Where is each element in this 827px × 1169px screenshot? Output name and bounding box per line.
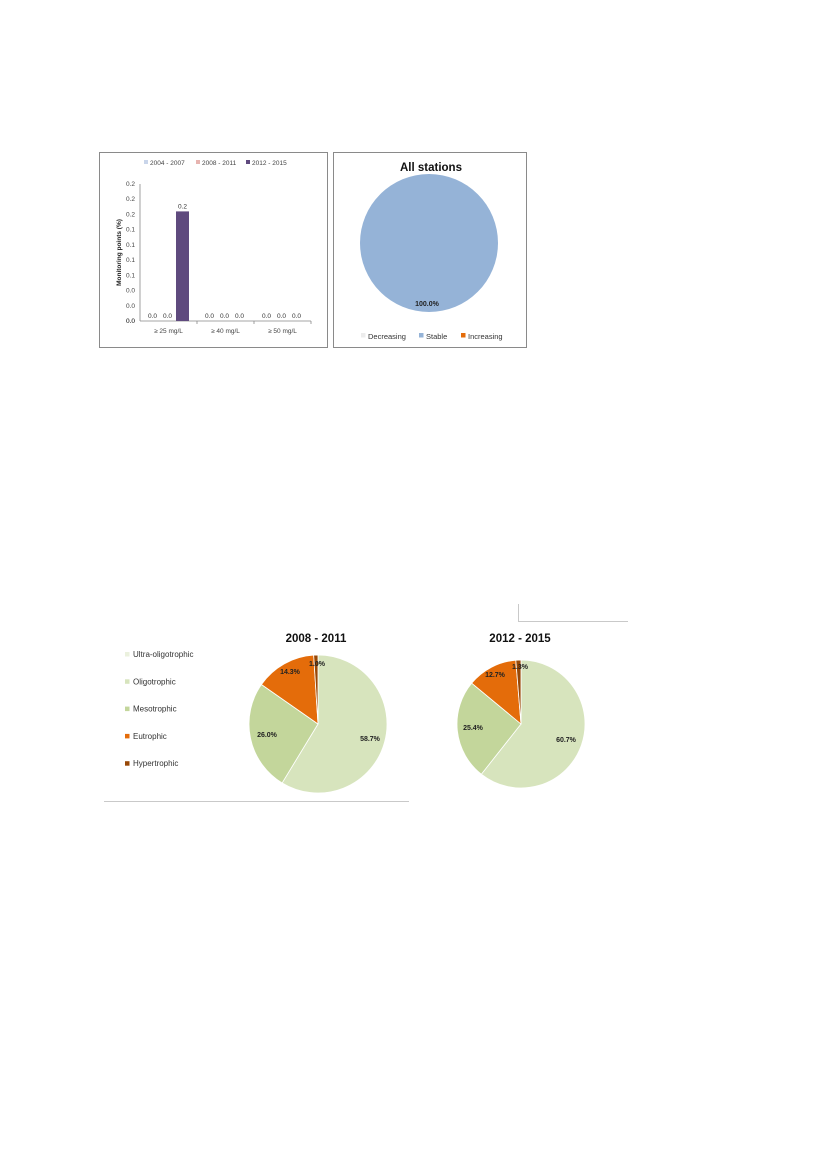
y-tick-label: 0.2: [126, 211, 135, 218]
trend-slice-label: 100.0%: [415, 301, 440, 308]
legend-label-2: 2008 - 2011: [202, 160, 237, 167]
trophic-slice-oligotrophic: [480, 659, 586, 789]
trophic-legend-label: Eutrophic: [133, 732, 167, 741]
trend-legend-label: Stable: [426, 332, 447, 341]
trophic-slice-oligotrophic: [281, 654, 388, 794]
legend-label-3: 2012 - 2015: [252, 160, 287, 167]
trend-pie-chart: All stations 100.0% Decreasing Stable Increa…: [360, 162, 503, 341]
bar-data-label: 0.0: [220, 313, 229, 320]
divider-bottom: [104, 801, 409, 802]
divider-top: [518, 621, 628, 622]
y-tick-label: 0.1: [126, 272, 135, 279]
bar-data-label: 0.0: [235, 313, 244, 320]
trend-chart-title: All stations: [400, 162, 462, 174]
trophic-legend-label: Ultra-oligotrophic: [133, 650, 193, 659]
y-axis-label: Monitoring points (%): [116, 219, 123, 286]
bar-data-label: 0.0: [148, 313, 157, 320]
trophic-slice-label: 60.7%: [556, 737, 577, 744]
trend-legend-swatch-stable: [419, 333, 424, 338]
y-tick-label: 0.0: [126, 303, 135, 310]
trend-legend-swatch-increasing: [461, 333, 466, 338]
trophic-slice-eutrophic: [260, 654, 319, 725]
trophic-slice-label: 12.7%: [485, 672, 506, 679]
y-tick-label: 0.0: [126, 318, 135, 325]
y-tick-label: 0.1: [126, 227, 135, 234]
legend-swatch-1: [144, 160, 148, 164]
trophic-legend-label: Oligotrophic: [133, 677, 176, 686]
trophic-slice-label: 1.3%: [512, 664, 529, 671]
y-tick-label: 0.1: [126, 242, 135, 249]
trend-legend-label: Increasing: [468, 332, 503, 341]
trend-legend-label: Decreasing: [368, 332, 406, 341]
bar-chart-panel: 2004 - 2007 2008 - 2011 2012 - 2015 Monitor…: [99, 152, 328, 348]
bar-data-label: 0.0: [163, 313, 172, 320]
trophic-legend-swatch-eutrophic: [125, 733, 130, 739]
x-tick-label: ≥ 50 mg/L: [268, 328, 297, 335]
bar-data-label: 0.0: [262, 313, 271, 320]
legend-label-1: 2004 - 2007: [150, 160, 185, 167]
trophic-slice-label: 1.0%: [309, 661, 326, 668]
y-tick-label: 0.2: [126, 196, 135, 203]
y-tick-label: 0.2: [126, 181, 135, 188]
divider-vertical: [518, 604, 519, 622]
trophic-slice-hypertrophic: [515, 659, 522, 725]
trophic-slice-label: 14.3%: [280, 669, 301, 676]
trophic-slice-label: 26.0%: [257, 732, 278, 739]
trend-legend-swatch-decreasing: [361, 333, 366, 338]
trophic-legend-swatch-oligotrophic: [125, 679, 130, 684]
bar-data-label: 0.0: [292, 313, 301, 320]
bar-data-label: 0.2: [178, 203, 187, 210]
trophic-pie-charts: Ultra-oligotrophic Oligotrophic Mesotrophi…: [125, 633, 586, 794]
trophic-legend-swatch-mesotrophic: [125, 706, 130, 712]
x-tick-label: ≥ 40 mg/L: [211, 328, 240, 335]
legend-swatch-3: [246, 160, 250, 164]
trophic-slice-mesotrophic: [456, 682, 522, 775]
bar-data-label: 0.0: [205, 313, 214, 320]
trophic-slice-label: 58.7%: [360, 736, 381, 743]
trophic-slice-label: 25.4%: [463, 725, 484, 732]
trophic-legend-label: Mesotrophic: [133, 705, 177, 714]
trophic-slice-hypertrophic: [313, 654, 319, 725]
bar-chart: 2004 - 2007 2008 - 2011 2012 - 2015 Monitor…: [116, 160, 312, 335]
trophic-legend-swatch-ultra-oligotrophic: [125, 652, 130, 657]
trend-slice-stable: [360, 174, 498, 312]
bar-data-label: 0.0: [277, 313, 286, 320]
trophic-chart-title: 2008 - 2011: [286, 633, 347, 645]
y-tick-label: 0.0: [126, 318, 135, 325]
trophic-legend-swatch-hypertrophic: [125, 761, 130, 766]
y-tick-label: 0.1: [126, 257, 135, 264]
y-tick-label: 0.0: [126, 288, 135, 295]
trophic-legend-label: Hypertrophic: [133, 759, 178, 768]
trophic-slice-mesotrophic: [248, 683, 319, 784]
x-tick-label: ≥ 25 mg/L: [154, 328, 183, 335]
trophic-chart-title: 2012 - 2015: [489, 633, 551, 645]
legend-swatch-2: [196, 160, 200, 164]
bar: [176, 211, 189, 321]
trend-pie-panel: All stations 100.0% Decreasing Stable Increa…: [333, 152, 527, 348]
